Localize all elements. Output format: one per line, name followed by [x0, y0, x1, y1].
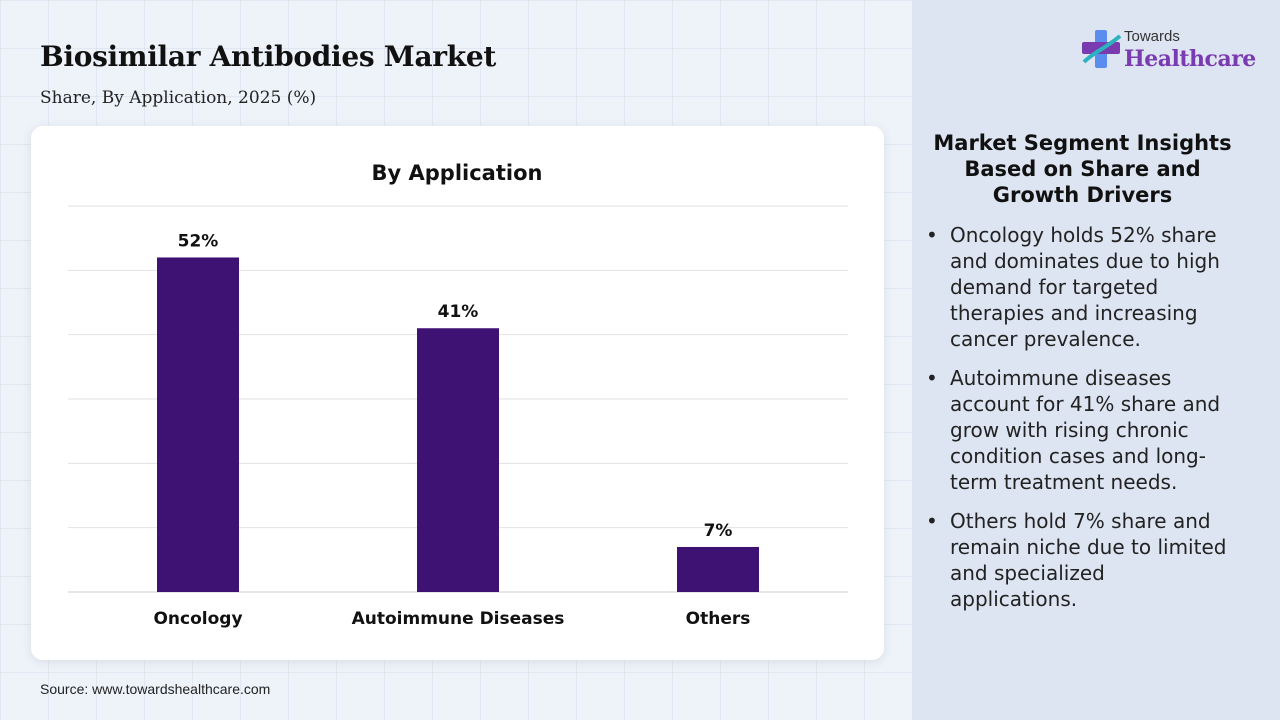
insight-item: • Oncology holds 52% share and dominates… — [926, 222, 1236, 352]
bar-value-label: 7% — [704, 521, 733, 541]
bar-autoimmune-diseases — [417, 328, 499, 592]
insights-title: Market Segment Insights Based on Share a… — [933, 131, 1232, 207]
insight-text: Autoimmune diseases account for 41% shar… — [950, 366, 1221, 494]
logo-text-healthcare: Healthcare — [1124, 46, 1256, 72]
bar-value-label: 41% — [438, 302, 479, 322]
bullet-icon: • — [926, 223, 938, 247]
brand-logo: Towards Healthcare — [1080, 26, 1256, 78]
category-label: Autoimmune Diseases — [352, 609, 565, 629]
bar-others — [677, 546, 759, 592]
logo-text-towards: Towards — [1124, 28, 1180, 45]
source-note: Source: www.towardshealthcare.com — [40, 681, 271, 697]
bullet-icon: • — [926, 366, 938, 390]
chart-category-labels: Oncology Autoimmune Diseases Others — [153, 609, 750, 629]
bullet-icon: • — [926, 509, 938, 533]
category-label: Oncology — [153, 609, 242, 629]
chart-card: By Application 52% 41% 7% Oncology Autoimmu… — [31, 126, 884, 660]
chart-bars — [157, 257, 759, 592]
medical-cross-icon — [1082, 30, 1122, 68]
bar-chart: By Application 52% 41% 7% Oncology Autoimmu… — [68, 161, 848, 629]
page-title: Biosimilar Antibodies Market — [40, 40, 497, 73]
category-label: Others — [686, 609, 751, 629]
bar-value-label: 52% — [178, 231, 219, 251]
chart-value-labels: 52% 41% 7% — [178, 231, 733, 541]
insights-list: • Oncology holds 52% share and dominates… — [926, 222, 1236, 625]
page-subtitle: Share, By Application, 2025 (%) — [40, 88, 317, 108]
chart-title: By Application — [372, 161, 543, 185]
insight-item: • Autoimmune diseases account for 41% sh… — [926, 365, 1236, 495]
bar-oncology — [157, 257, 239, 592]
chart-area: Biosimilar Antibodies Market Share, By A… — [31, 40, 884, 697]
insight-text: Others hold 7% share and remain niche du… — [950, 509, 1227, 611]
insights-panel — [912, 0, 1280, 720]
insight-text: Oncology holds 52% share and dominates d… — [950, 223, 1220, 351]
insight-item: • Others hold 7% share and remain niche … — [926, 508, 1236, 612]
